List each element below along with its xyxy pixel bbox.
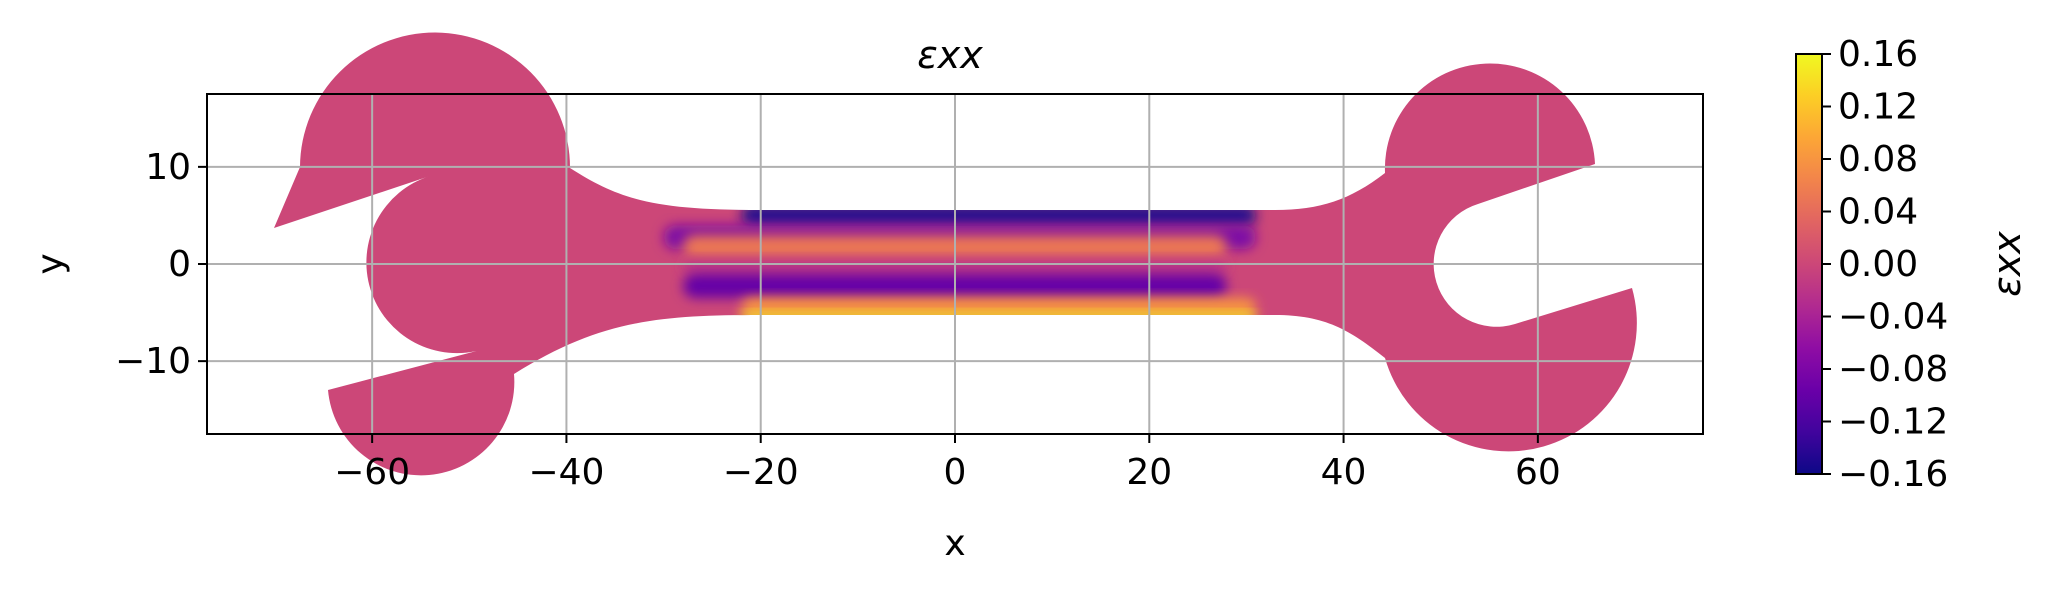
colorbar-tick-label: −0.12 — [1838, 402, 1948, 443]
colorbar-tick-label: −0.08 — [1838, 349, 1948, 390]
x-tick-label: 20 — [1126, 452, 1172, 493]
field-band-5 — [741, 298, 1257, 318]
colorbar-tick-label: −0.04 — [1838, 297, 1948, 338]
colorbar-ticks: −0.16 −0.12 −0.08 −0.04 0.00 0.04 0.08 0.12 0.16 — [1822, 34, 1948, 495]
field-band-6 — [741, 312, 1257, 323]
colorbar-tick-label: 0.00 — [1838, 244, 1918, 285]
x-axis-label: x — [944, 523, 965, 564]
x-tick-label: −20 — [723, 452, 799, 493]
x-tick-label: −40 — [528, 452, 604, 493]
field-band-0 — [741, 205, 1257, 226]
y-tick-label: −10 — [115, 341, 191, 382]
colorbar-tick-label: 0.12 — [1838, 87, 1918, 128]
x-tick-label: −60 — [334, 452, 410, 493]
y-axis: −10 0 10 — [115, 147, 207, 382]
colorbar: −0.16 −0.12 −0.08 −0.04 0.00 0.04 0.08 0.12 0.16… — [1795, 34, 2029, 495]
x-tick-label: 0 — [944, 452, 967, 493]
x-axis: −60 −40 −20 0 20 40 60 — [334, 434, 1561, 493]
x-tick-label: 40 — [1321, 452, 1367, 493]
x-tick-label: 60 — [1515, 452, 1561, 493]
colorbar-scale — [1795, 53, 1823, 475]
colorbar-tick-label: 0.08 — [1838, 139, 1918, 180]
y-tick-label: 0 — [168, 244, 191, 285]
colorbar-label: εxx — [1985, 231, 2029, 297]
colorbar-tick-label: 0.04 — [1838, 192, 1918, 233]
y-tick-label: 10 — [145, 147, 191, 188]
colorbar-tick-label: 0.16 — [1838, 34, 1918, 75]
colorbar-tick-label: −0.16 — [1838, 454, 1948, 495]
y-axis-label: y — [30, 253, 71, 274]
grid-lines — [207, 94, 1703, 434]
chart-title: εxx — [917, 33, 983, 77]
